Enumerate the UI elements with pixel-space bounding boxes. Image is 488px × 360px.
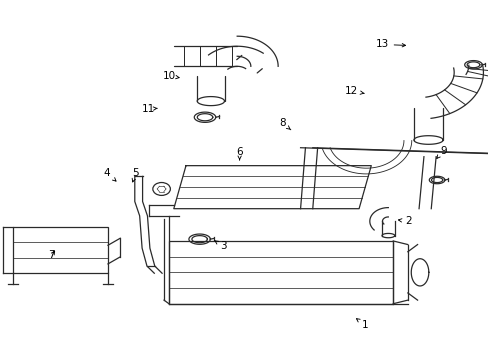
Text: 6: 6: [236, 147, 243, 160]
Text: 4: 4: [103, 168, 116, 181]
Text: 5: 5: [132, 168, 139, 182]
Text: 11: 11: [141, 104, 157, 114]
Bar: [168, 241, 392, 304]
Text: 10: 10: [162, 71, 179, 81]
Text: 3: 3: [214, 240, 226, 251]
Text: 9: 9: [436, 145, 446, 158]
Text: 2: 2: [398, 216, 411, 226]
Text: 7: 7: [48, 250, 55, 260]
Bar: [13, 226, 108, 273]
Text: 8: 8: [279, 118, 290, 130]
Text: 1: 1: [356, 319, 368, 330]
Text: 12: 12: [345, 86, 363, 96]
Text: 13: 13: [375, 40, 405, 49]
